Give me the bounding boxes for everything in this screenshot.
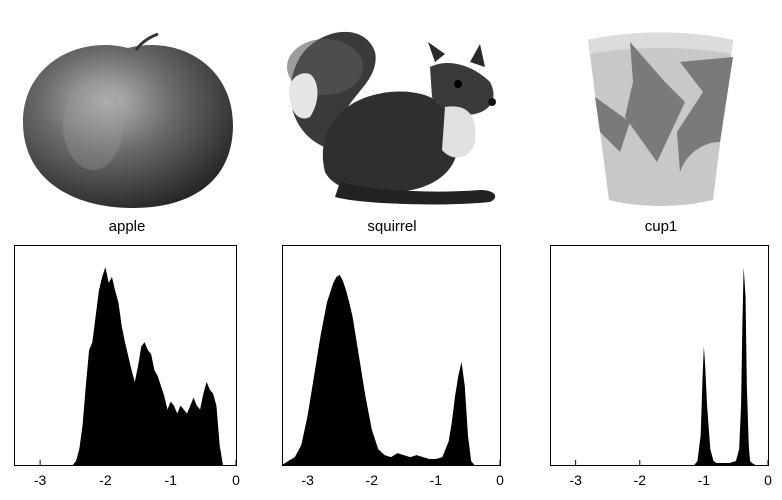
squirrel-image (280, 22, 505, 207)
histogram-cup1: -3 -2 -1 0 (550, 245, 772, 488)
x-tick-label: -2 (366, 472, 379, 488)
plot-frame (550, 245, 769, 466)
x-tick-label: -1 (164, 472, 177, 488)
x-tick-label: -1 (698, 472, 711, 488)
x-tick-label: -3 (301, 472, 314, 488)
label-apple: apple (108, 218, 146, 235)
x-tick-label: -1 (430, 472, 443, 488)
x-tick-label: -3 (34, 472, 47, 488)
histogram-squirrel: -3 -2 -1 0 (282, 245, 504, 488)
plot-frame (14, 245, 237, 466)
label-squirrel: squirrel (367, 218, 417, 235)
x-tick-label: 0 (496, 472, 504, 488)
plot-frame (282, 245, 501, 466)
x-tick-label: -3 (569, 472, 582, 488)
histogram-area (72, 267, 223, 465)
x-tick-label: 0 (232, 472, 240, 488)
apple-image (18, 30, 238, 210)
cup-image (585, 22, 735, 207)
histogram-apple: -3 -2 -1 0 (14, 245, 240, 488)
histogram-area (282, 274, 475, 465)
histogram-area (550, 267, 768, 465)
x-tick-label: -2 (99, 472, 112, 488)
x-tick-label: -2 (634, 472, 647, 488)
x-tick-label: 0 (764, 472, 772, 488)
label-cup1: cup1 (644, 218, 678, 235)
